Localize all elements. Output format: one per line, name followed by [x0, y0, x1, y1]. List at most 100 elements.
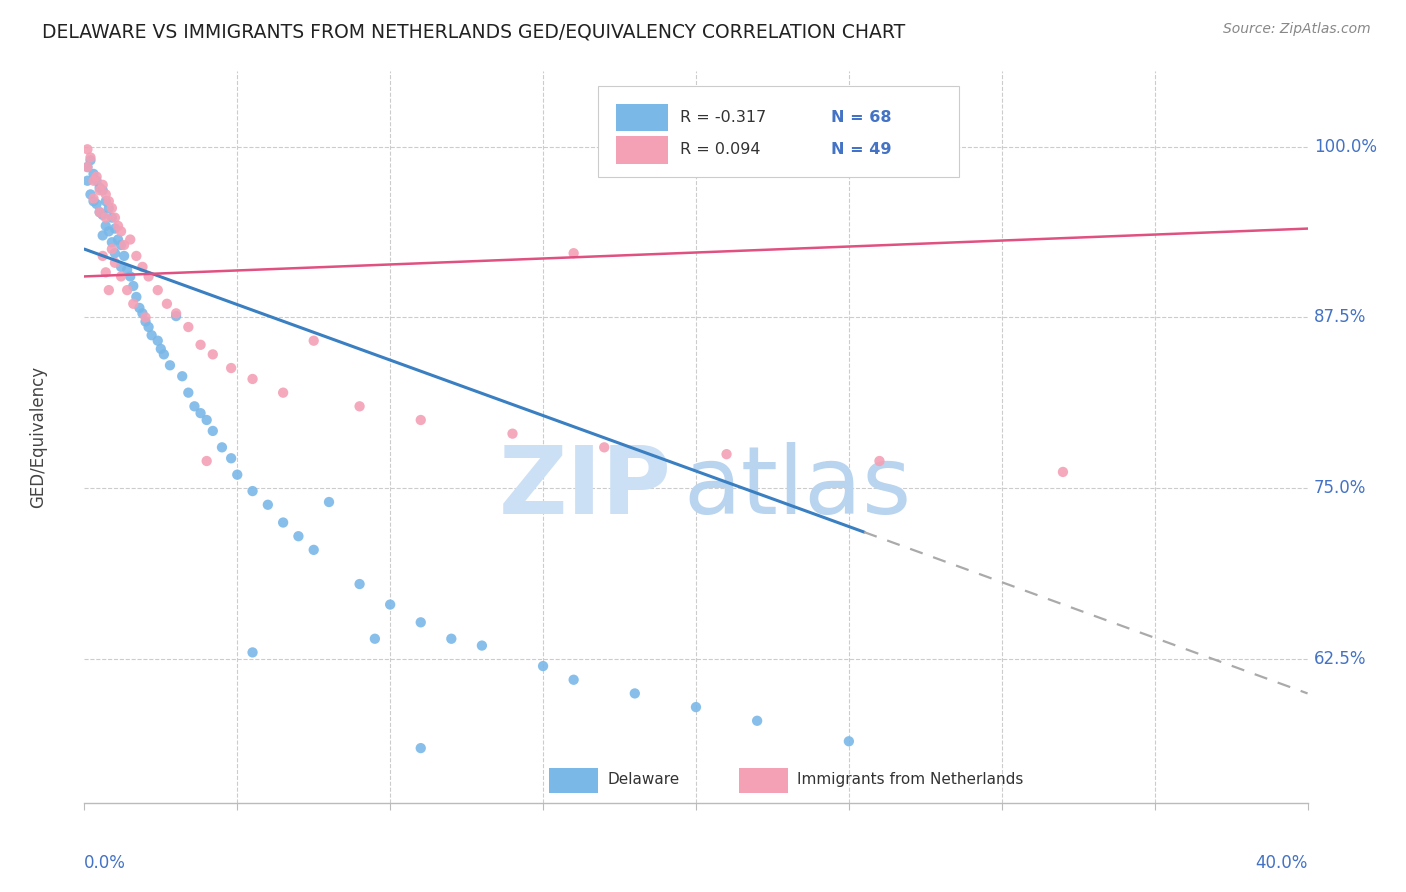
Point	[409, 615, 432, 630]
Point	[91, 178, 114, 192]
Point	[159, 359, 181, 373]
Point	[201, 424, 224, 438]
Point	[110, 269, 132, 284]
Point	[94, 194, 117, 209]
Point	[349, 577, 371, 591]
Point	[318, 495, 340, 509]
Point	[135, 314, 157, 328]
Point	[287, 529, 309, 543]
Point	[110, 260, 132, 274]
Point	[91, 183, 114, 197]
Point	[91, 208, 114, 222]
Point	[115, 262, 138, 277]
Point	[122, 279, 145, 293]
Point	[79, 187, 101, 202]
Point	[94, 219, 117, 233]
Point	[146, 334, 169, 348]
Point	[172, 369, 194, 384]
Point	[91, 249, 114, 263]
Point	[153, 347, 176, 361]
Point	[141, 328, 163, 343]
Point	[104, 221, 127, 235]
Point	[125, 290, 148, 304]
Point	[122, 297, 145, 311]
Point	[624, 686, 647, 700]
Point	[183, 400, 205, 414]
Point	[165, 309, 187, 323]
Point	[115, 283, 138, 297]
Point	[138, 269, 160, 284]
Point	[110, 238, 132, 252]
Point	[219, 361, 242, 376]
Point	[83, 174, 105, 188]
Text: N = 49: N = 49	[831, 142, 891, 157]
Point	[149, 342, 172, 356]
Point	[97, 194, 120, 209]
Text: DELAWARE VS IMMIGRANTS FROM NETHERLANDS GED/EQUIVALENCY CORRELATION CHART: DELAWARE VS IMMIGRANTS FROM NETHERLANDS …	[42, 22, 905, 41]
Point	[302, 542, 325, 557]
Point	[131, 260, 153, 274]
Point	[190, 338, 212, 352]
Point	[104, 211, 127, 225]
Point	[195, 454, 218, 468]
Point	[195, 413, 218, 427]
Point	[120, 269, 142, 284]
Point	[211, 440, 233, 454]
Point	[685, 700, 707, 714]
Point	[83, 194, 105, 209]
Text: Delaware: Delaware	[607, 772, 681, 787]
Point	[91, 228, 114, 243]
Text: Source: ZipAtlas.com: Source: ZipAtlas.com	[1223, 22, 1371, 37]
Bar	[550, 768, 598, 793]
Text: 40.0%: 40.0%	[1256, 854, 1308, 872]
Point	[86, 197, 108, 211]
Point	[471, 639, 494, 653]
Text: R = -0.317: R = -0.317	[681, 110, 766, 125]
Point	[242, 645, 264, 659]
Point	[104, 246, 127, 260]
Point	[97, 201, 120, 215]
Point	[146, 283, 169, 297]
Bar	[616, 136, 668, 163]
Point	[257, 498, 280, 512]
Point	[101, 242, 124, 256]
Point	[94, 265, 117, 279]
Point	[409, 413, 432, 427]
Point	[869, 454, 891, 468]
Bar	[616, 103, 668, 131]
Point	[76, 174, 98, 188]
Point	[107, 233, 129, 247]
Point	[83, 192, 105, 206]
Point	[97, 224, 120, 238]
Point	[76, 142, 98, 156]
Text: 0.0%: 0.0%	[84, 854, 127, 872]
Point	[110, 224, 132, 238]
Text: Immigrants from Netherlands: Immigrants from Netherlands	[797, 772, 1024, 787]
Point	[177, 320, 200, 334]
Point	[409, 741, 432, 756]
Point	[226, 467, 249, 482]
Point	[190, 406, 212, 420]
Text: R = 0.094: R = 0.094	[681, 142, 761, 157]
Point	[79, 153, 101, 168]
Point	[101, 201, 124, 215]
Point	[562, 246, 585, 260]
Point	[502, 426, 524, 441]
Point	[242, 484, 264, 499]
Point	[128, 301, 150, 315]
Text: 62.5%: 62.5%	[1313, 650, 1367, 668]
Text: atlas: atlas	[683, 442, 912, 534]
Point	[112, 238, 135, 252]
Point	[89, 205, 111, 219]
Point	[380, 598, 402, 612]
Text: 100.0%: 100.0%	[1313, 137, 1376, 155]
Point	[177, 385, 200, 400]
Point	[76, 160, 98, 174]
Point	[593, 440, 616, 454]
Point	[120, 233, 142, 247]
Point	[101, 211, 124, 225]
Point	[302, 334, 325, 348]
Point	[86, 169, 108, 184]
Point	[89, 183, 111, 197]
Point	[112, 249, 135, 263]
